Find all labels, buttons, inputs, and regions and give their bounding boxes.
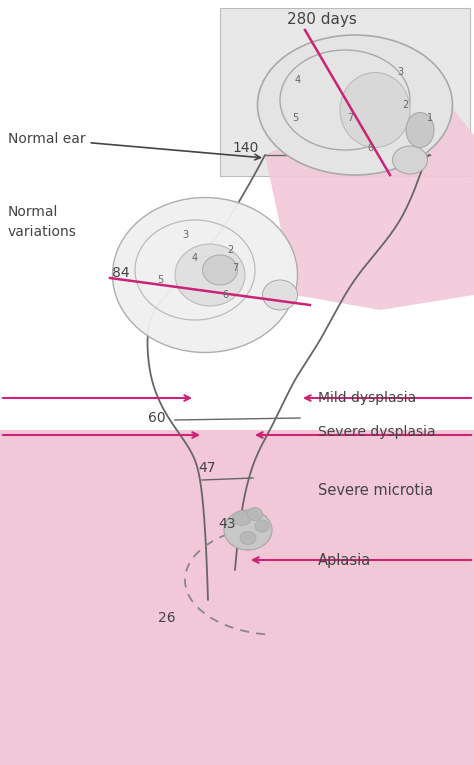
- Text: 3: 3: [182, 230, 188, 240]
- Text: 6: 6: [222, 290, 228, 300]
- Text: 3: 3: [397, 67, 403, 77]
- Text: 26: 26: [158, 611, 176, 625]
- Text: 7: 7: [347, 113, 353, 123]
- Ellipse shape: [255, 520, 269, 532]
- Text: Severe dysplasia: Severe dysplasia: [318, 425, 436, 439]
- Ellipse shape: [247, 507, 263, 520]
- Ellipse shape: [392, 146, 428, 174]
- Text: 4: 4: [192, 253, 198, 263]
- Text: 5: 5: [157, 275, 163, 285]
- Text: 6: 6: [367, 143, 373, 153]
- Text: 47: 47: [198, 461, 216, 475]
- Text: 2: 2: [402, 100, 408, 110]
- Text: Aplasia: Aplasia: [318, 552, 371, 568]
- Text: 84: 84: [112, 266, 129, 280]
- Text: 140: 140: [232, 141, 258, 155]
- Ellipse shape: [257, 35, 453, 175]
- Text: 5: 5: [292, 113, 298, 123]
- Ellipse shape: [263, 280, 298, 310]
- Bar: [220, 8, 470, 176]
- Ellipse shape: [112, 197, 298, 353]
- Text: 1: 1: [427, 113, 433, 123]
- Text: Normal
variations: Normal variations: [8, 205, 77, 239]
- Polygon shape: [265, 80, 474, 310]
- Text: 43: 43: [218, 517, 236, 531]
- Text: 60: 60: [148, 411, 165, 425]
- Ellipse shape: [233, 510, 251, 526]
- Ellipse shape: [202, 255, 237, 285]
- Text: 4: 4: [295, 75, 301, 85]
- Ellipse shape: [406, 112, 434, 148]
- Text: Normal ear: Normal ear: [8, 132, 260, 160]
- Ellipse shape: [340, 73, 410, 148]
- Text: 7: 7: [232, 263, 238, 273]
- Text: Severe microtia: Severe microtia: [318, 483, 433, 497]
- Bar: [0, 430, 474, 765]
- Ellipse shape: [240, 532, 256, 545]
- Text: 280 days: 280 days: [287, 12, 357, 27]
- Ellipse shape: [224, 510, 272, 550]
- Text: 2: 2: [227, 245, 233, 255]
- Text: Mild dysplasia: Mild dysplasia: [318, 391, 416, 405]
- Ellipse shape: [175, 244, 245, 306]
